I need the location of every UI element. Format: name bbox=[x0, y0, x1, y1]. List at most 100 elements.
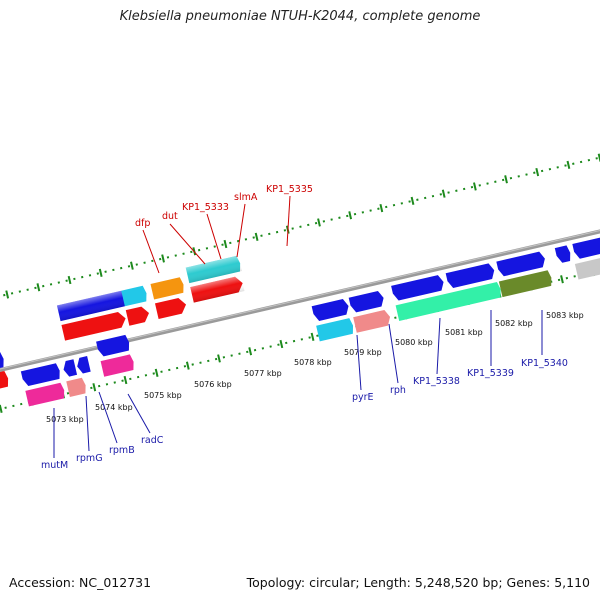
gene-kp1-5339-blue[interactable] bbox=[445, 262, 496, 288]
gene-kp1-5333-arrow[interactable] bbox=[150, 277, 185, 300]
gene-label-pyre[interactable]: pyrE bbox=[352, 392, 374, 403]
kbp-label: 5076 kbp bbox=[194, 380, 232, 389]
gene-rpmg-partner[interactable] bbox=[66, 377, 87, 397]
gene-kp1-5338-arrow[interactable] bbox=[395, 281, 503, 321]
gene-red-2[interactable] bbox=[125, 305, 151, 326]
major-tick bbox=[473, 182, 477, 191]
leader-line-slma bbox=[236, 203, 246, 258]
lower-strand-features bbox=[0, 231, 600, 407]
gene-label-dfp[interactable]: dfp bbox=[135, 218, 150, 229]
lower-tick-row bbox=[0, 248, 600, 422]
gene-pyre-arrow[interactable] bbox=[316, 318, 355, 342]
gene-blue-right-edge-2[interactable] bbox=[572, 231, 600, 259]
major-tick bbox=[185, 361, 190, 370]
gene-pyre-blue[interactable] bbox=[311, 298, 351, 322]
major-tick bbox=[317, 218, 321, 227]
gene-radc-partner[interactable] bbox=[100, 354, 136, 377]
leader-line-rpmb bbox=[98, 391, 118, 444]
major-tick bbox=[535, 167, 540, 177]
gene-kp1-5338-blue[interactable] bbox=[391, 274, 445, 301]
leader-line-dfp bbox=[142, 229, 160, 274]
gene-label-kp1-5333[interactable]: KP1_5333 bbox=[182, 202, 229, 213]
major-tick bbox=[36, 283, 41, 292]
leader-line-rpmg bbox=[85, 395, 90, 452]
major-tick bbox=[0, 404, 3, 413]
upper-strand-features bbox=[56, 255, 245, 341]
gene-kp1-5340-blue[interactable] bbox=[496, 251, 546, 277]
gene-radc-arrow[interactable] bbox=[96, 334, 131, 357]
kbp-label: 5082 kbp bbox=[495, 319, 533, 328]
gene-rpmb-arrow[interactable] bbox=[75, 356, 91, 374]
major-tick bbox=[254, 232, 259, 241]
gene-rph-blue[interactable] bbox=[348, 290, 386, 313]
kbp-label: 5077 kbp bbox=[244, 369, 282, 378]
kbp-label: 5074 kbp bbox=[95, 403, 133, 412]
major-tick bbox=[310, 332, 315, 341]
gene-red-4-shade bbox=[190, 275, 245, 303]
gene-label-rpmb[interactable]: rpmB bbox=[109, 445, 135, 456]
gene-label-mutm[interactable]: mutM bbox=[41, 460, 68, 471]
major-tick bbox=[379, 203, 384, 213]
kbp-label: 5075 kbp bbox=[144, 391, 182, 400]
major-tick bbox=[67, 275, 72, 285]
major-tick bbox=[161, 254, 165, 263]
major-tick bbox=[279, 339, 284, 349]
gene-label-dut[interactable]: dut bbox=[162, 211, 178, 222]
gene-label-kp1-5338[interactable]: KP1_5338 bbox=[413, 376, 460, 387]
major-tick bbox=[154, 368, 159, 377]
upper-tick-row bbox=[0, 141, 600, 315]
major-tick bbox=[123, 375, 128, 385]
gene-rph-arrow[interactable] bbox=[353, 309, 392, 333]
major-tick bbox=[92, 383, 97, 392]
gene-slma-arrow[interactable] bbox=[154, 297, 188, 320]
major-tick bbox=[217, 354, 221, 363]
major-tick bbox=[348, 211, 353, 220]
major-tick bbox=[98, 268, 103, 277]
major-tick bbox=[223, 239, 228, 249]
major-tick bbox=[560, 275, 564, 284]
genome-backbone-highlight bbox=[0, 211, 600, 379]
major-tick bbox=[504, 175, 508, 184]
gene-rpmg-arrow[interactable] bbox=[62, 359, 78, 377]
gene-label-rph[interactable]: rph bbox=[390, 385, 406, 396]
gene-label-radc[interactable]: radC bbox=[141, 435, 164, 446]
gene-label-kp1-5340[interactable]: KP1_5340 bbox=[521, 358, 568, 369]
gene-mutm-partner[interactable] bbox=[25, 382, 66, 407]
gene-grey-right-edge[interactable] bbox=[574, 251, 600, 280]
gene-label-kp1-5335[interactable]: KP1_5335 bbox=[266, 184, 313, 195]
major-tick bbox=[566, 160, 571, 169]
gene-red-1[interactable] bbox=[61, 311, 127, 341]
gene-red-left-edge[interactable] bbox=[0, 371, 10, 395]
gene-label-rpmg[interactable]: rpmG bbox=[76, 453, 103, 464]
upper-gene-labels: dfp dut KP1_5333 slmA KP1_5335 bbox=[135, 184, 313, 274]
genome-backbone bbox=[0, 210, 600, 381]
leader-line-dut bbox=[169, 223, 206, 265]
gene-kp1-5340-arrow[interactable] bbox=[498, 270, 553, 298]
major-tick bbox=[410, 196, 415, 205]
accession-text: Accession: NC_012731 bbox=[9, 575, 152, 590]
major-tick bbox=[5, 290, 10, 299]
leader-line-kp1-5333 bbox=[206, 213, 222, 260]
gene-mutm-arrow[interactable] bbox=[20, 363, 62, 387]
kbp-label: 5079 kbp bbox=[344, 348, 382, 357]
major-tick bbox=[130, 261, 134, 270]
gene-label-kp1-5339[interactable]: KP1_5339 bbox=[467, 368, 514, 379]
gene-dut-arrow[interactable] bbox=[121, 285, 148, 307]
kbp-label: 5081 kbp bbox=[445, 328, 483, 337]
gene-label-slma[interactable]: slmA bbox=[234, 192, 258, 203]
genome-title: Klebsiella pneumoniae NTUH-K2044, comple… bbox=[119, 9, 481, 24]
kbp-label: 5083 kbp bbox=[546, 311, 584, 320]
leader-line-pyre bbox=[356, 334, 362, 391]
kbp-label: 5080 kbp bbox=[395, 338, 433, 347]
topology-text: Topology: circular; Length: 5,248,520 bp… bbox=[246, 575, 590, 590]
major-tick bbox=[248, 347, 253, 356]
gene-kp1-5335-shade bbox=[185, 255, 242, 284]
leader-line-radc bbox=[127, 393, 151, 434]
leader-line-kp1-5338 bbox=[436, 317, 441, 375]
leader-line-rph bbox=[388, 323, 399, 384]
kbp-label: 5078 kbp bbox=[294, 358, 332, 367]
gene-blue-right-edge[interactable] bbox=[554, 245, 572, 264]
leader-line-kp1-5335 bbox=[286, 195, 291, 247]
kbp-tick-labels: 5073 kbp 5074 kbp 5075 kbp 5076 kbp 5077… bbox=[46, 311, 584, 424]
